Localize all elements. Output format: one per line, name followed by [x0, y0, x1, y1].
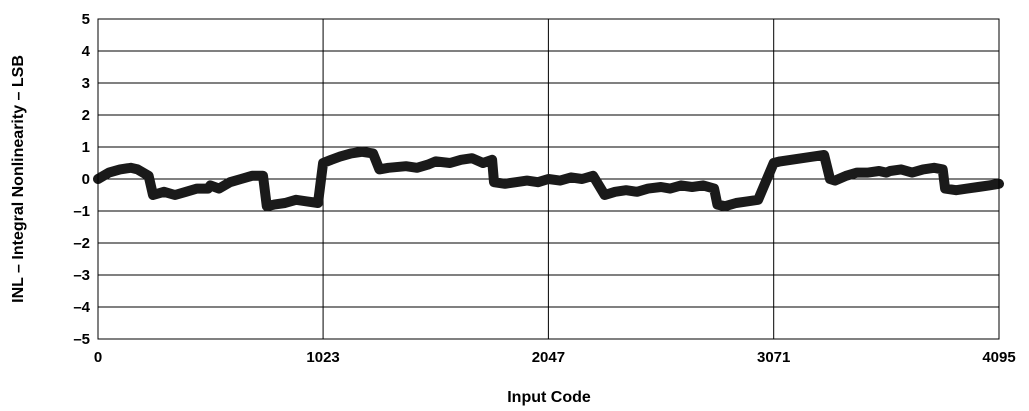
x-axis-label: Input Code — [507, 389, 591, 406]
x-tick-labels: 0 1023 2047 3071 4095 — [94, 349, 1016, 366]
y-tick-label: –5 — [73, 331, 90, 348]
x-tick-label: 1023 — [306, 349, 339, 366]
x-tick-label: 2047 — [532, 349, 565, 366]
y-axis-label: INL – Integral Nonlinearity – LSB — [10, 55, 27, 303]
y-tick-label: 1 — [82, 139, 90, 156]
plot-frame — [97, 18, 1000, 340]
inl-series-line — [93, 146, 1004, 212]
y-tick-label: 3 — [82, 75, 90, 92]
y-tick-label: –3 — [73, 267, 90, 284]
y-tick-label: –1 — [73, 203, 90, 220]
x-tick-label: 4095 — [982, 349, 1015, 366]
series-layer — [93, 146, 1004, 212]
x-tick-label: 0 — [94, 349, 102, 366]
y-tick-label: 2 — [82, 107, 90, 124]
y-tick-label: 5 — [82, 11, 90, 28]
y-tick-labels: 5 4 3 2 1 0 –1 –2 –3 –4 –5 — [73, 11, 90, 348]
y-tick-label: 0 — [82, 171, 90, 188]
y-tick-label: –4 — [73, 299, 90, 316]
y-tick-label: 4 — [82, 43, 91, 60]
x-tick-label: 3071 — [757, 349, 790, 366]
y-tick-label: –2 — [73, 235, 90, 252]
